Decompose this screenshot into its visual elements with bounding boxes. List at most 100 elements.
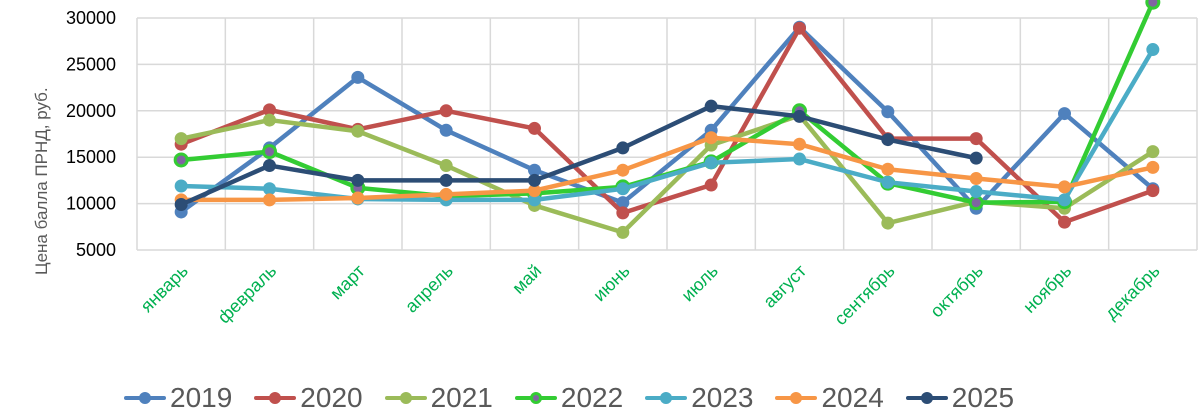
data-point [262, 144, 277, 160]
data-point [528, 121, 541, 135]
legend-label: 2021 [430, 382, 493, 413]
data-point [793, 152, 806, 166]
legend-label: 2023 [691, 382, 754, 413]
line-chart: 5000 10000 15000 20000 25000 30000 Цена балла… [32, 0, 1198, 329]
x-tick-label: февраль [214, 261, 281, 328]
data-point [528, 184, 541, 198]
legend-item-2021: 2021 [383, 384, 493, 412]
legend-line-marker-icon [643, 392, 689, 404]
data-point [968, 195, 984, 211]
data-point [174, 132, 188, 146]
data-point [704, 178, 718, 192]
data-point [263, 182, 276, 196]
data-point [616, 196, 630, 210]
y-axis-ticks: 5000 10000 15000 20000 25000 30000 [66, 8, 116, 260]
data-point [1146, 160, 1160, 174]
x-tick-label: ноябрь [1019, 261, 1075, 317]
data-point [969, 151, 983, 165]
data-point [351, 173, 365, 187]
data-point [1146, 43, 1160, 57]
data-point [704, 99, 718, 113]
data-point [351, 124, 365, 138]
series-line [178, 135, 1156, 203]
x-tick-label: апрель [401, 261, 457, 317]
x-tick-label: декабрь [1101, 261, 1164, 324]
legend-line-marker-icon [513, 392, 559, 404]
data-point [263, 159, 276, 173]
legend-label: 2024 [821, 382, 884, 413]
legend-line-marker-icon [904, 392, 950, 404]
data-point [174, 179, 188, 193]
data-point [351, 191, 365, 205]
x-axis-labels: январь февраль март апрель май июнь июль август… [137, 261, 1164, 329]
data-point [439, 104, 453, 118]
chart-legend: 2019 2020 2021 2022 2023 2024 2025 [122, 378, 1034, 418]
data-point [1146, 145, 1160, 159]
data-point [1058, 107, 1071, 121]
data-point [1058, 215, 1071, 229]
x-tick-label: сентябрь [830, 261, 898, 329]
series-line [178, 103, 979, 207]
x-tick-label: октябрь [926, 261, 987, 322]
data-point [439, 159, 453, 173]
y-tick-label: 30000 [66, 8, 116, 28]
data-point [528, 163, 541, 177]
data-point [969, 132, 983, 146]
data-point [881, 216, 895, 230]
legend-item-2024: 2024 [773, 382, 884, 413]
data-point [704, 156, 718, 170]
data-point [793, 137, 806, 151]
x-tick-label: июль [677, 261, 722, 306]
legend-item-2025: 2025 [904, 384, 1014, 412]
data-point [263, 103, 276, 117]
grid-lines [136, 17, 1198, 251]
x-tick-label: март [326, 261, 369, 304]
data-point [263, 113, 276, 127]
series-2025 [174, 99, 983, 212]
data-point [439, 123, 453, 137]
legend-line-marker-icon [773, 392, 819, 404]
data-point [616, 163, 630, 177]
legend-item-2020: 2020 [252, 382, 363, 413]
x-tick-label: январь [137, 261, 192, 316]
legend-item-2019: 2019 [122, 384, 232, 412]
data-point [881, 105, 895, 119]
x-tick-label: июнь [589, 261, 633, 305]
data-point [1058, 180, 1071, 194]
data-series [173, 0, 1161, 239]
y-tick-label: 15000 [66, 147, 116, 167]
data-point [881, 175, 895, 189]
data-point [616, 225, 630, 239]
data-point [969, 172, 983, 186]
data-point [616, 141, 630, 155]
data-point [263, 193, 276, 207]
data-point [881, 133, 895, 147]
data-point [439, 187, 453, 201]
data-point [793, 109, 806, 123]
data-point [528, 173, 541, 187]
data-point [1058, 193, 1071, 207]
data-point [528, 193, 541, 207]
legend-label: 2025 [951, 382, 1015, 413]
data-point [704, 131, 718, 145]
y-tick-label: 10000 [66, 194, 116, 214]
data-point [1146, 184, 1160, 198]
legend-label: 2019 [170, 382, 233, 413]
data-point [881, 162, 895, 176]
legend-label: 2020 [300, 382, 363, 413]
data-point [351, 70, 365, 84]
data-point [439, 173, 453, 187]
legend-line-marker-icon [383, 392, 429, 404]
y-tick-label: 20000 [66, 101, 116, 121]
x-tick-label: август [759, 261, 810, 312]
y-tick-label: 5000 [76, 240, 116, 260]
data-point [174, 198, 188, 212]
data-point [616, 182, 630, 196]
y-tick-label: 25000 [66, 54, 116, 74]
data-point [1145, 0, 1161, 10]
data-point [969, 185, 983, 199]
data-point [173, 152, 189, 168]
y-axis-title: Цена балла ПРНД, руб. [32, 87, 51, 275]
legend-item-2023: 2023 [643, 384, 753, 412]
series-line [178, 25, 1156, 225]
